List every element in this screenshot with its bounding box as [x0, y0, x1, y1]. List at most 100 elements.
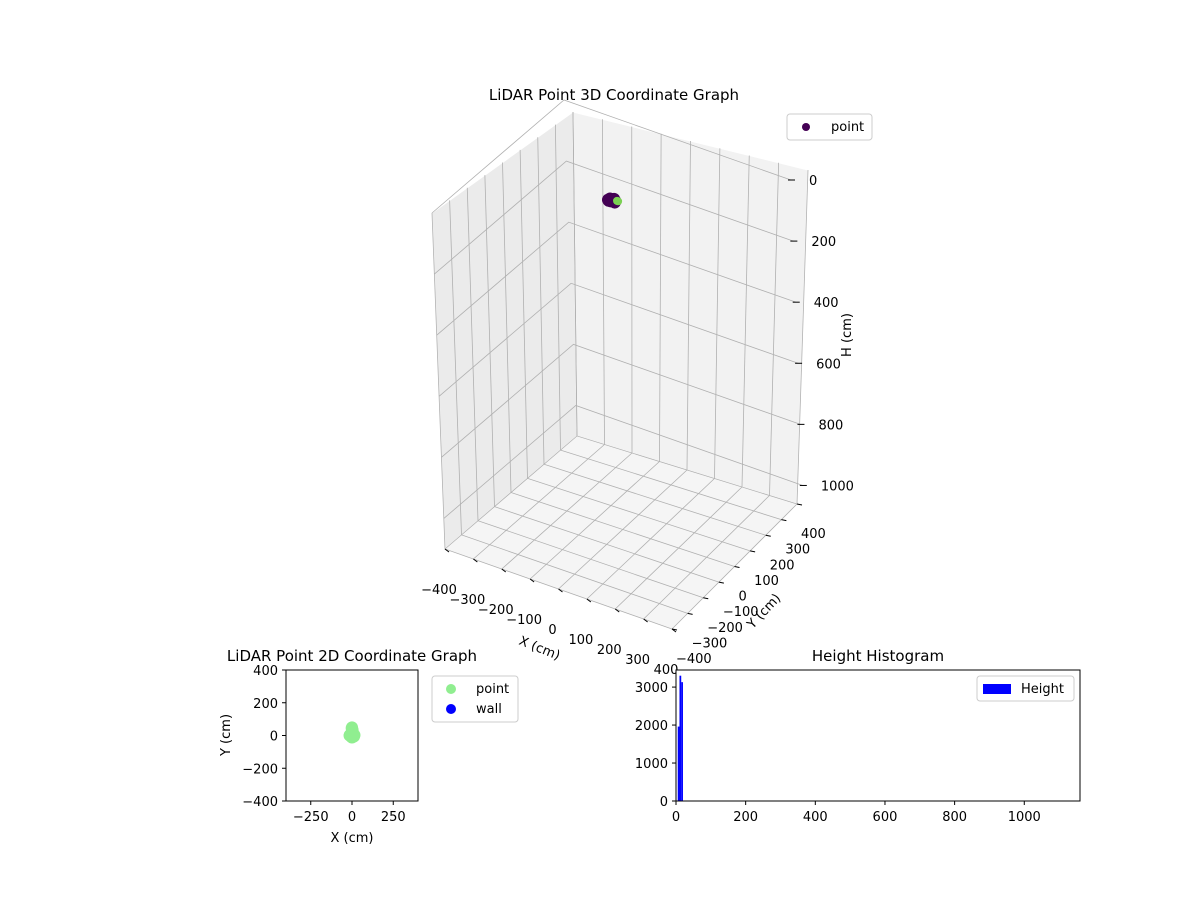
tick-label-x-hist: 0	[672, 810, 680, 825]
tick-label-x-3d: 400	[654, 663, 679, 678]
tick-label-x-2d: 250	[381, 810, 406, 825]
tick-x-3d	[643, 618, 648, 623]
tick-label-y-3d: −200	[707, 621, 743, 636]
tick-y-3d	[765, 534, 771, 537]
tick-label-y-3d: 0	[739, 590, 747, 605]
tick-y-3d	[734, 566, 740, 568]
grid-line-y	[572, 111, 798, 505]
tick-label-y-3d: 400	[801, 527, 826, 542]
tick-label-y-2d: 400	[253, 664, 278, 679]
legend-3d-marker-point	[802, 123, 810, 131]
legend-2d-marker-point	[446, 684, 456, 694]
tick-label-y-2d: −400	[242, 795, 278, 810]
grid-line-y	[466, 187, 704, 599]
grid-line-y	[519, 149, 751, 552]
tick-label-x-3d: −400	[421, 583, 457, 598]
tick-y-3d	[781, 519, 787, 522]
tick-x-3d	[586, 598, 592, 603]
histogram: Height Histogram 0 200 400 600 800 1000 0 1000 2…	[635, 647, 1081, 825]
point-3d-highlight	[614, 197, 623, 206]
tick-label-x-3d: −100	[506, 613, 542, 628]
axis-z-label-3d: H (cm)	[840, 313, 855, 357]
grid-line-z	[431, 99, 792, 214]
axis-x-label-2d: X (cm)	[331, 831, 374, 846]
histogram-bars	[677, 675, 683, 801]
plot-3d: LiDAR Point 3D Coordinate Graph −400−300…	[421, 86, 873, 678]
tick-label-y-3d: 300	[785, 543, 810, 558]
tick-label-x-2d: −250	[293, 810, 329, 825]
tick-label-y-3d: −400	[676, 652, 712, 667]
legend-3d-frame	[786, 113, 873, 141]
tick-label-y-hist: 2000	[635, 719, 668, 734]
legend-3d-label-point: point	[831, 120, 864, 135]
tick-label-z-3d: 1000	[821, 479, 854, 494]
legend-histogram-swatch	[983, 684, 1011, 694]
legend-3d: point	[786, 113, 873, 141]
tick-x-3d	[558, 588, 563, 593]
grid-line-y	[554, 124, 782, 521]
legend-histogram: Height	[976, 675, 1075, 702]
grid-line-z	[438, 282, 799, 397]
tick-label-y-hist: 0	[660, 795, 668, 810]
plot-2d: LiDAR Point 2D Coordinate Graph −250 0 250…	[219, 647, 519, 846]
grid-line-z	[436, 221, 796, 336]
grid-line-z	[441, 343, 801, 458]
grid-line-z	[434, 160, 794, 275]
tick-label-z-3d: 400	[814, 296, 839, 311]
tick-y-3d	[671, 628, 678, 631]
ticks-3d: −400−300−200−1000100200300400−400−300−20…	[421, 174, 854, 678]
tick-y-3d	[703, 597, 709, 600]
tick-label-x-hist: 1000	[1008, 810, 1041, 825]
tick-label-x-3d: 0	[548, 623, 556, 638]
histogram-bar	[679, 675, 682, 801]
points-2d	[343, 721, 361, 744]
tick-label-y-3d: −300	[692, 636, 728, 651]
grid-line-y	[502, 162, 735, 567]
tick-label-y-2d: −200	[242, 762, 278, 777]
tick-label-y-hist: 3000	[635, 681, 668, 696]
histogram-frame-border	[675, 669, 1081, 802]
ticks-2d: −250 0 250 −400 −200 0 200 400	[242, 664, 405, 825]
plot-2d-title: LiDAR Point 2D Coordinate Graph	[227, 647, 477, 665]
grid-line-y	[449, 200, 688, 614]
tick-y-3d	[718, 581, 724, 584]
tick-x-3d	[473, 558, 478, 563]
histogram-bar	[681, 682, 683, 801]
points-3d	[601, 192, 623, 209]
legend-2d: point wall	[431, 675, 519, 723]
grid-line-z	[443, 405, 803, 519]
tick-y-3d	[750, 550, 756, 553]
tick-y-3d	[796, 503, 803, 506]
tick-label-y-3d: 100	[754, 574, 779, 589]
tick-label-x-hist: 600	[873, 810, 898, 825]
tick-x-3d	[444, 548, 450, 553]
tick-label-x-3d: 300	[625, 653, 650, 668]
tick-label-z-3d: 800	[818, 418, 843, 433]
tick-label-x-3d: 200	[597, 643, 622, 658]
ticks-histogram: 0 200 400 600 800 1000 0 1000 2000 3000	[635, 681, 1041, 825]
legend-histogram-frame	[976, 675, 1075, 702]
legend-2d-label-wall: wall	[476, 702, 502, 717]
legend-2d-marker-wall	[446, 704, 456, 714]
tick-label-x-hist: 200	[733, 810, 758, 825]
legend-2d-label-point: point	[476, 682, 509, 697]
axis-x-label-3d: X (cm)	[517, 634, 562, 664]
tick-label-x-3d: −200	[478, 603, 514, 618]
tick-x-3d	[501, 568, 507, 573]
plot-3d-title: LiDAR Point 3D Coordinate Graph	[489, 86, 739, 104]
tick-label-y-2d: 200	[253, 697, 278, 712]
tick-x-3d	[529, 578, 535, 583]
point-2d-point	[344, 728, 357, 741]
grid-3d	[431, 99, 809, 630]
tick-x-3d	[614, 608, 620, 613]
tick-y-3d	[687, 612, 693, 615]
tick-label-x-hist: 400	[803, 810, 828, 825]
tick-label-x-hist: 800	[942, 810, 967, 825]
tick-label-x-2d: 0	[348, 810, 356, 825]
tick-label-y-2d: 0	[270, 730, 278, 745]
axis-y-label-2d: Y (cm)	[219, 714, 234, 757]
histogram-bar	[677, 726, 680, 801]
tick-label-z-3d: 0	[809, 174, 817, 189]
tick-label-x-3d: −300	[450, 593, 486, 608]
